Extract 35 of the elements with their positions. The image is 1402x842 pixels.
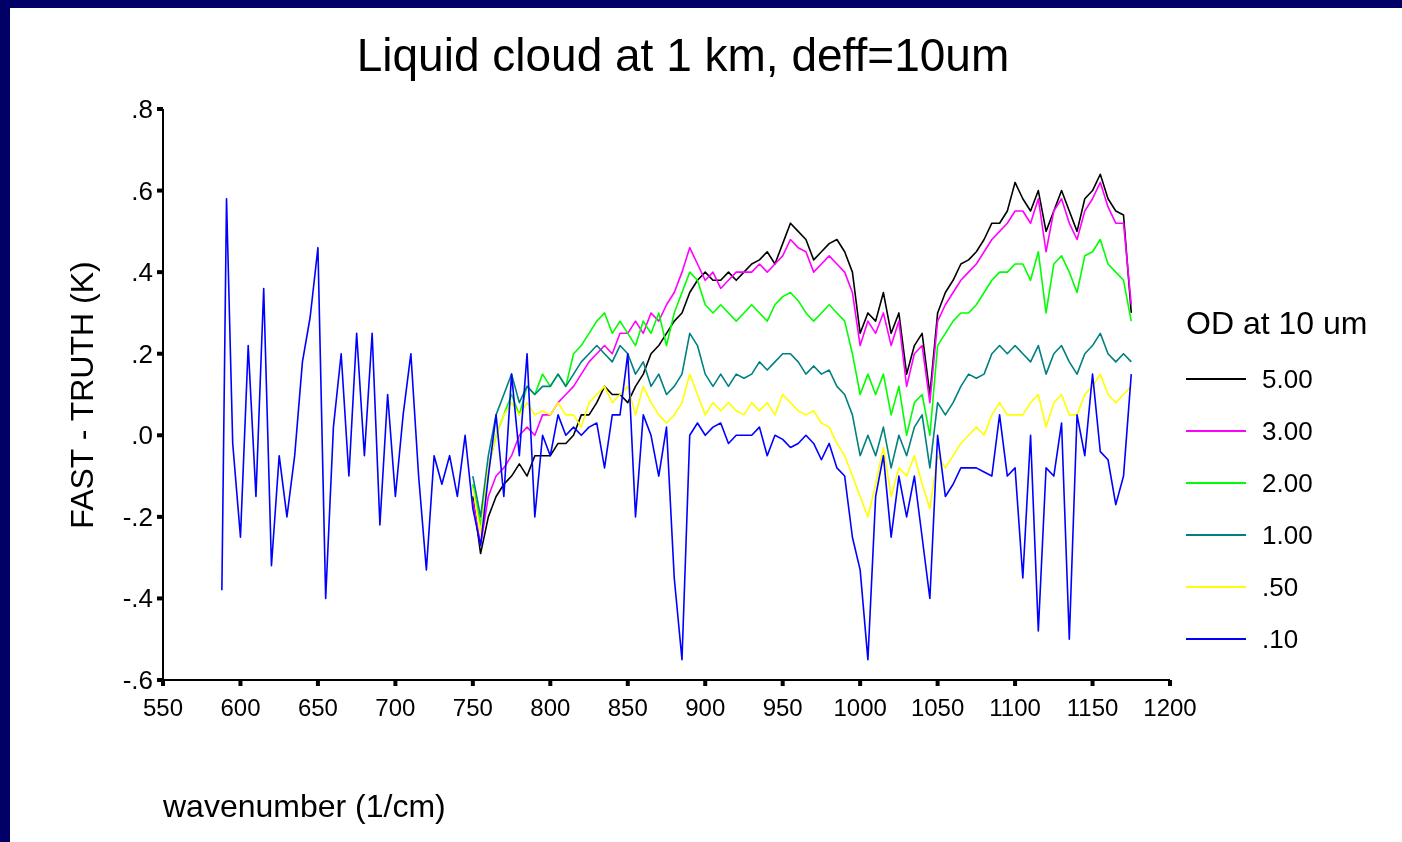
x-tick-label: 750 — [452, 694, 493, 721]
x-axis-title: wavenumber (1/cm) — [163, 788, 446, 825]
x-tick-label: 1050 — [910, 694, 965, 721]
y-tick-label: .2 — [131, 338, 153, 369]
y-tick-label: -.4 — [122, 583, 153, 614]
y-tick-label: .6 — [131, 175, 153, 206]
legend-label: 1.00 — [1262, 520, 1313, 550]
x-tick-label: 800 — [530, 694, 571, 721]
legend-label: 5.00 — [1262, 364, 1313, 394]
x-tick-label: 600 — [220, 694, 261, 721]
y-tick-label: .0 — [131, 420, 153, 451]
line-series — [472, 332, 1133, 518]
y-tick-label: .4 — [131, 257, 153, 288]
legend-title: OD at 10 um — [1186, 305, 1368, 342]
line-series — [221, 197, 1133, 661]
y-tick-label: -.6 — [122, 665, 153, 695]
y-axis-title: FAST - TRUTH (K) — [63, 261, 101, 529]
x-tick-label: 1200 — [1143, 694, 1197, 721]
chart-title: Liquid cloud at 1 km, deff=10um — [355, 28, 1011, 82]
x-tick-label: 1100 — [989, 694, 1041, 721]
legend-label: .10 — [1262, 624, 1299, 654]
x-tick-label: 850 — [607, 694, 648, 721]
x-tick-label: 650 — [297, 694, 338, 721]
line-series — [472, 238, 1133, 526]
x-tick-label: 550 — [142, 694, 184, 721]
x-tick-label: 900 — [685, 694, 726, 721]
legend-label: .50 — [1262, 572, 1299, 602]
y-tick-label: .8 — [131, 94, 153, 124]
x-tick-label: 1000 — [833, 694, 887, 721]
x-tick-label: 700 — [375, 694, 416, 721]
legend-label: 2.00 — [1262, 468, 1313, 498]
x-tick-label: 950 — [762, 694, 803, 721]
legend-label: 3.00 — [1262, 416, 1313, 446]
x-tick-label: 1150 — [1066, 694, 1119, 721]
y-tick-label: -.2 — [122, 501, 153, 532]
